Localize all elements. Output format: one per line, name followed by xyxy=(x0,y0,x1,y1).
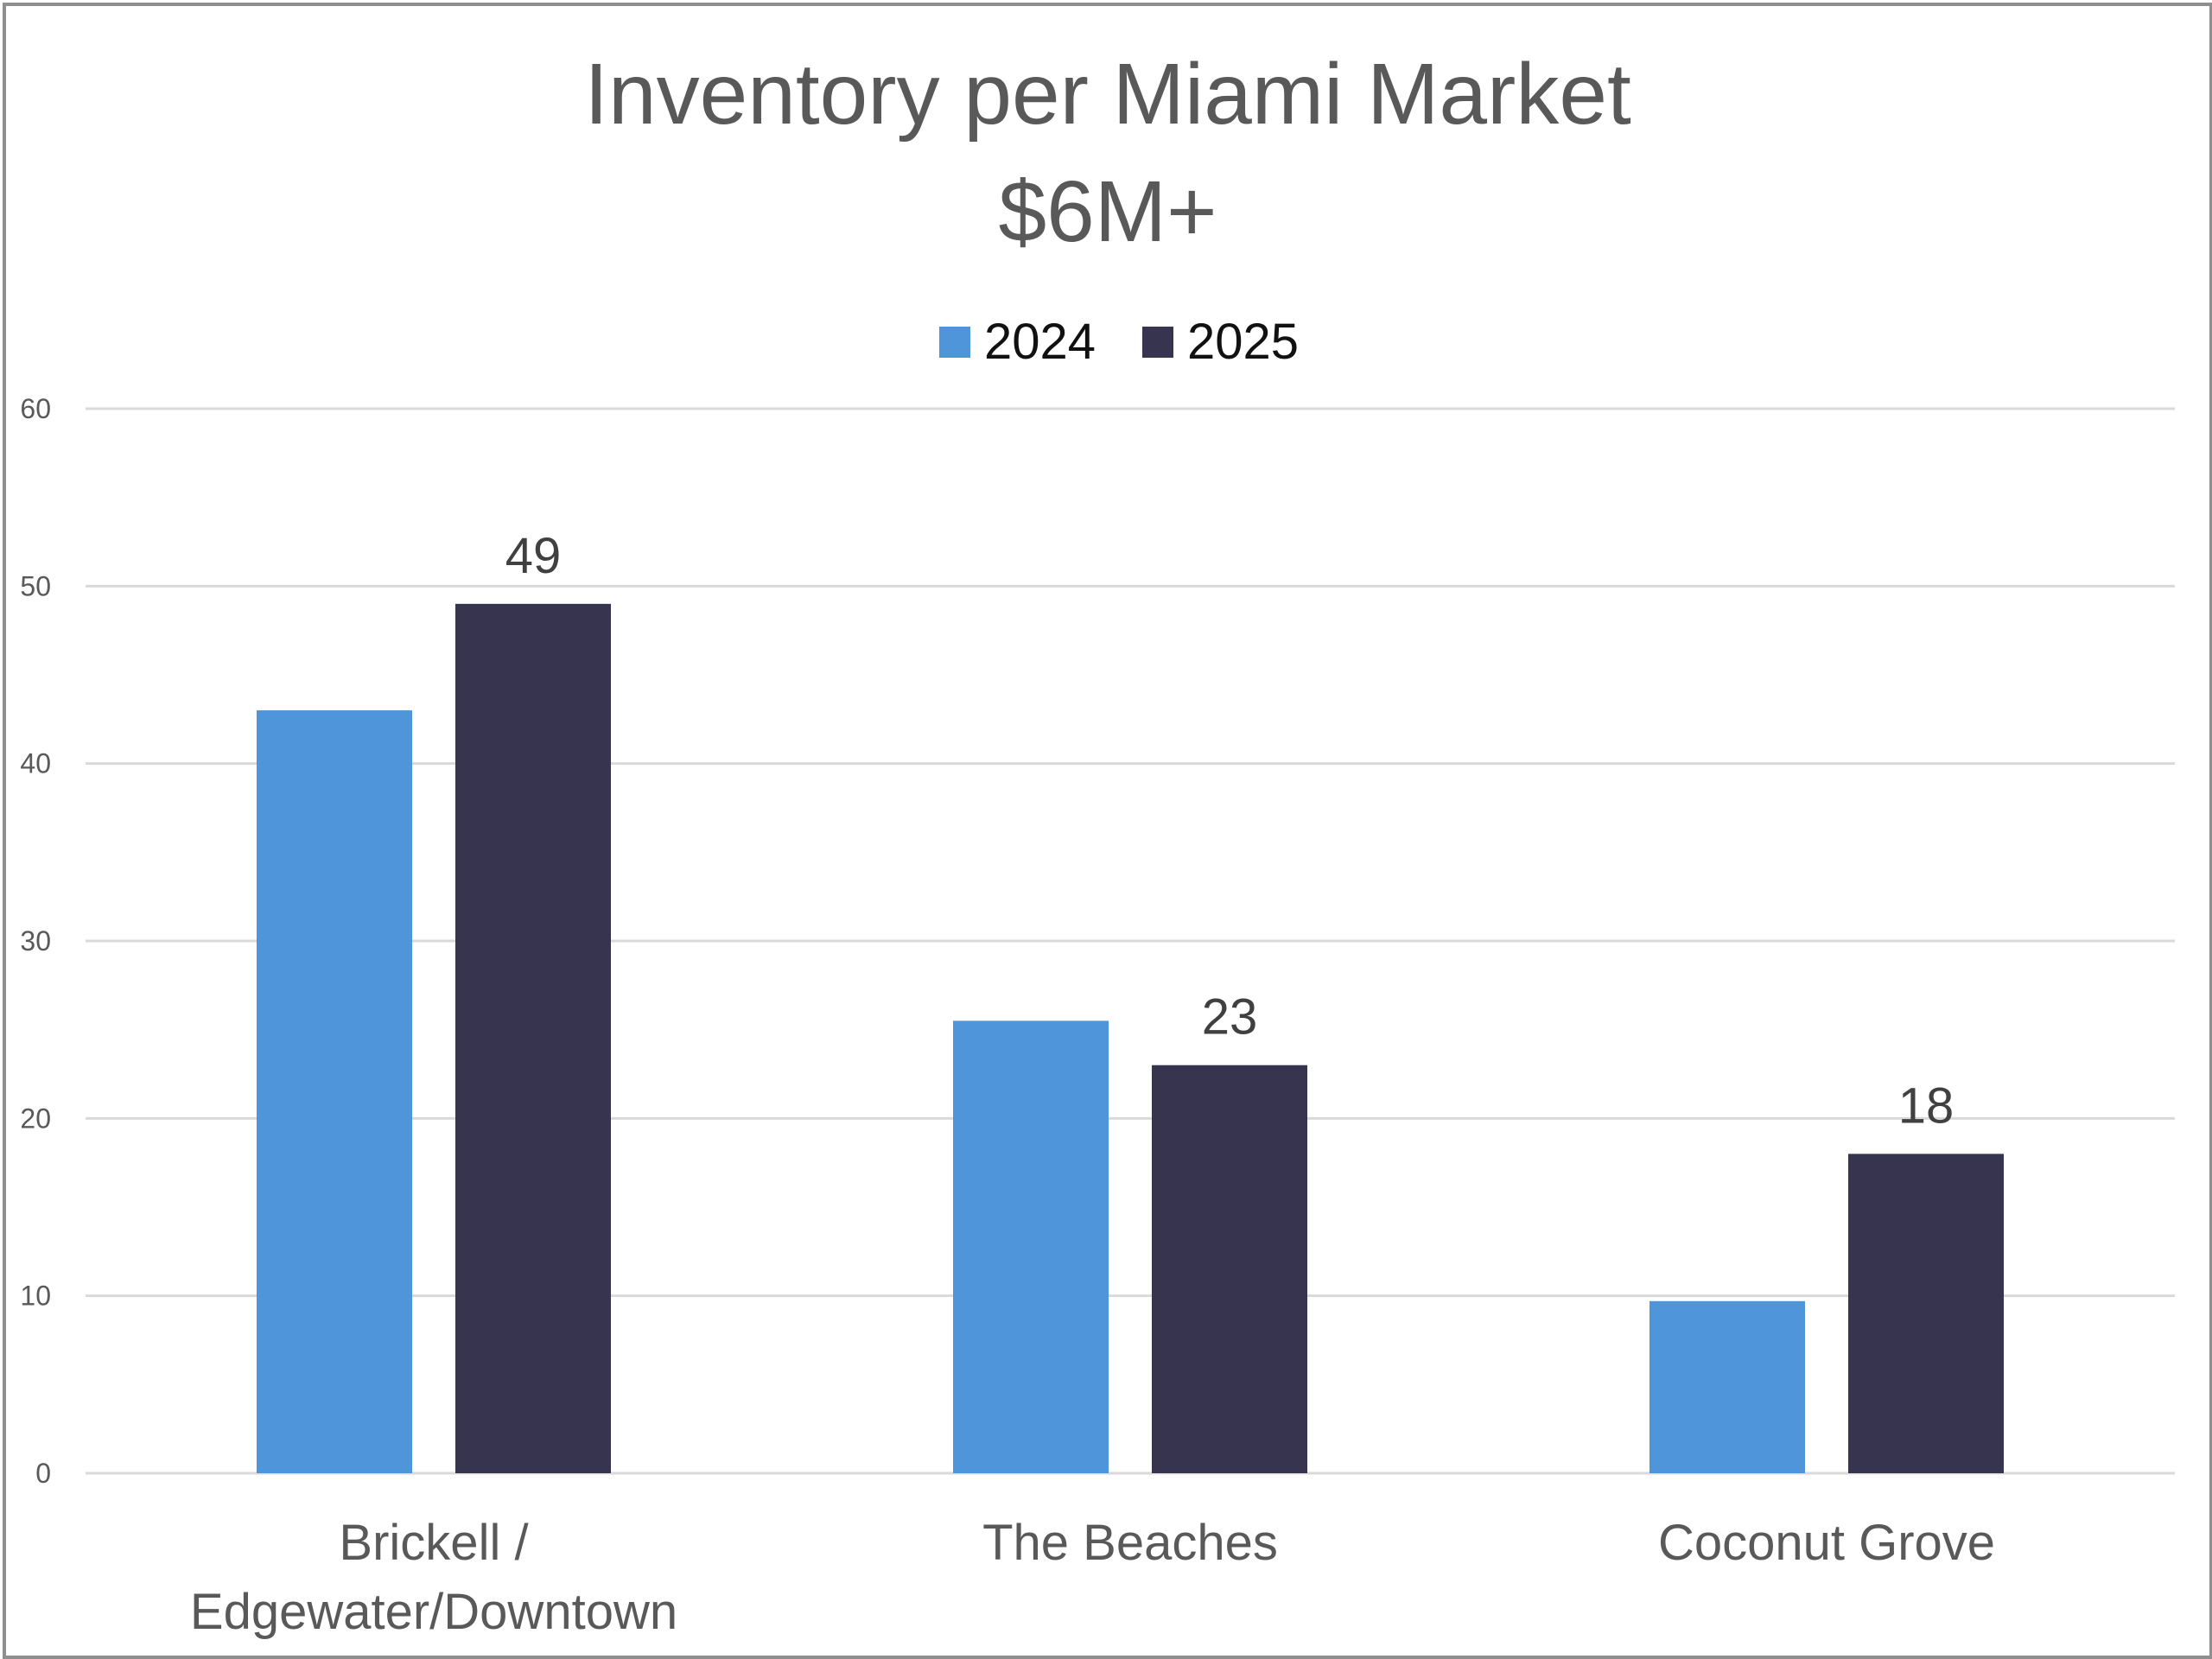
y-tick-label: 30 xyxy=(20,925,51,957)
data-label-2025-1: 49 xyxy=(505,528,562,584)
bar-2025-2 xyxy=(1152,1065,1307,1473)
y-tick-label: 0 xyxy=(35,1458,51,1489)
chart-subtitle: $6M+ xyxy=(999,163,1217,260)
y-axis: 0 10 20 30 40 50 60 xyxy=(20,393,51,1489)
bar-2025-1 xyxy=(455,603,611,1473)
data-label-2025-3: 18 xyxy=(1898,1077,1955,1134)
bar-chart: Inventory per Miami Market $6M+ 2024 2025… xyxy=(20,46,2175,1640)
bars xyxy=(257,603,2004,1473)
y-tick-label: 20 xyxy=(20,1103,51,1134)
gridlines xyxy=(86,407,2175,1475)
legend-swatch-2024 xyxy=(939,327,970,358)
legend-label-2025: 2025 xyxy=(1187,314,1299,370)
chart-frame: Inventory per Miami Market $6M+ 2024 2025… xyxy=(3,3,2212,1659)
y-tick-label: 50 xyxy=(20,570,51,601)
legend-swatch-2025 xyxy=(1142,327,1173,358)
bar-2025-3 xyxy=(1848,1154,2004,1473)
y-tick-label: 60 xyxy=(20,393,51,424)
category-label-1: Brickell / Edgewater/Downtown xyxy=(190,1515,677,1640)
legend-label-2024: 2024 xyxy=(984,314,1096,370)
category-label-3: Coconut Grove xyxy=(1658,1515,1995,1571)
x-axis: Brickell / Edgewater/Downtown The Beaches C… xyxy=(190,1515,1995,1640)
data-labels: 49 23 18 xyxy=(505,528,1955,1135)
y-tick-label: 40 xyxy=(20,748,51,779)
chart-title: Inventory per Miami Market xyxy=(584,46,1631,143)
bar-2024-1 xyxy=(257,710,412,1473)
bar-2024-2 xyxy=(953,1020,1109,1473)
data-label-2025-2: 23 xyxy=(1202,989,1258,1046)
bar-2024-3 xyxy=(1649,1300,1805,1473)
chart-legend: 2024 2025 xyxy=(939,314,1299,370)
y-tick-label: 10 xyxy=(20,1281,51,1312)
category-label-2: The Beaches xyxy=(982,1515,1278,1571)
